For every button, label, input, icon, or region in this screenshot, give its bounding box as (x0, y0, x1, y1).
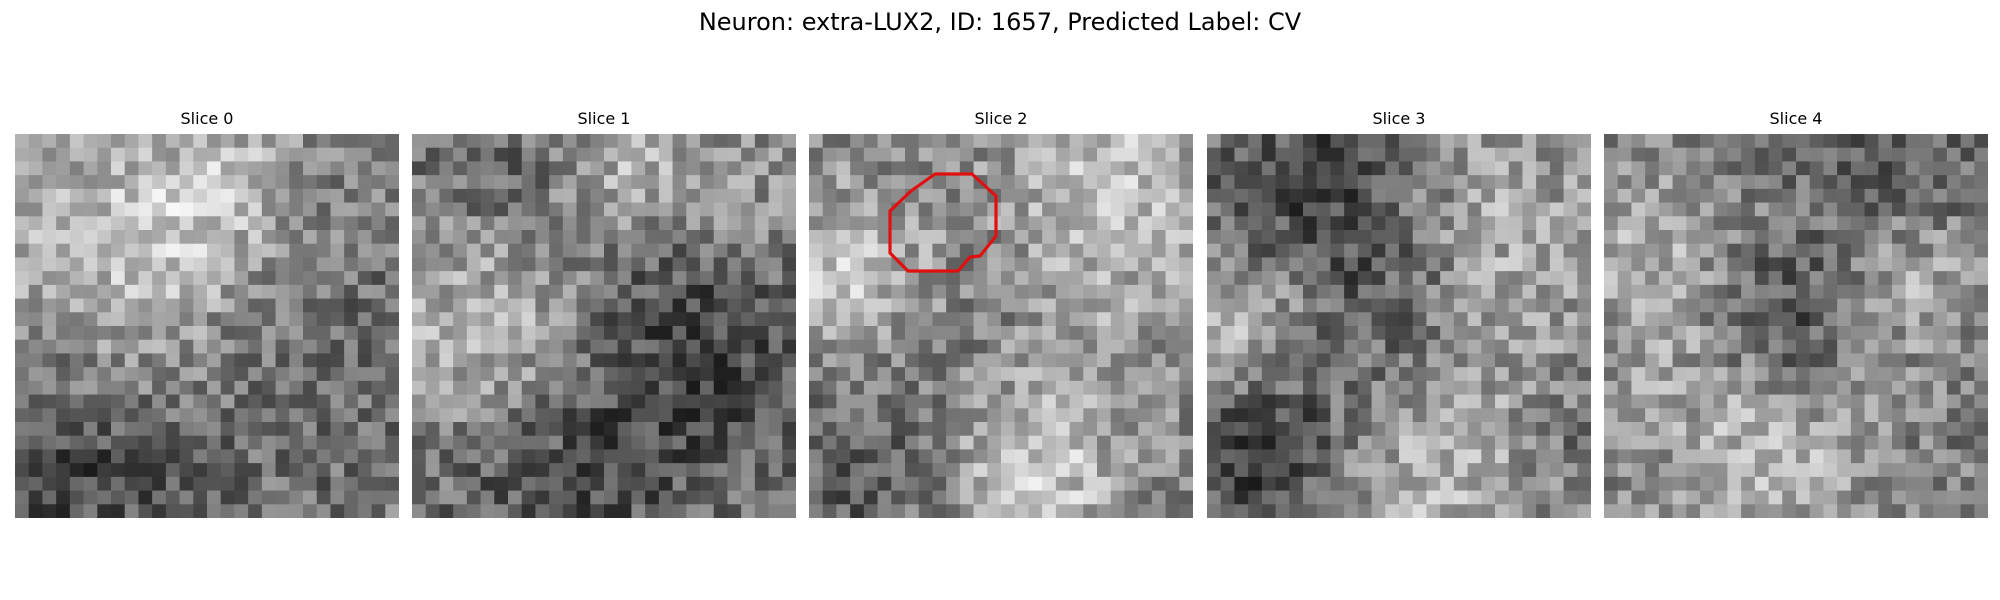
slice-title: Slice 4 (1769, 109, 1823, 128)
slice-image (412, 134, 796, 518)
slice-title: Slice 1 (577, 109, 631, 128)
slice-panel-0: Slice 0 (15, 108, 399, 518)
slice-title: Slice 3 (1372, 109, 1426, 128)
slice-panel-4: Slice 4 (1604, 108, 1988, 518)
slice-panel-2: Slice 2 (809, 108, 1193, 518)
slice-title: Slice 0 (180, 109, 234, 128)
slice-title: Slice 2 (974, 109, 1028, 128)
slice-panel-1: Slice 1 (412, 108, 796, 518)
slice-image (1207, 134, 1591, 518)
slice-image (15, 134, 399, 518)
roi-outline (888, 172, 998, 273)
slice-panel-3: Slice 3 (1207, 108, 1591, 518)
slice-image (1604, 134, 1988, 518)
slice-image (809, 134, 1193, 518)
figure-title: Neuron: extra-LUX2, ID: 1657, Predicted … (698, 8, 1302, 36)
